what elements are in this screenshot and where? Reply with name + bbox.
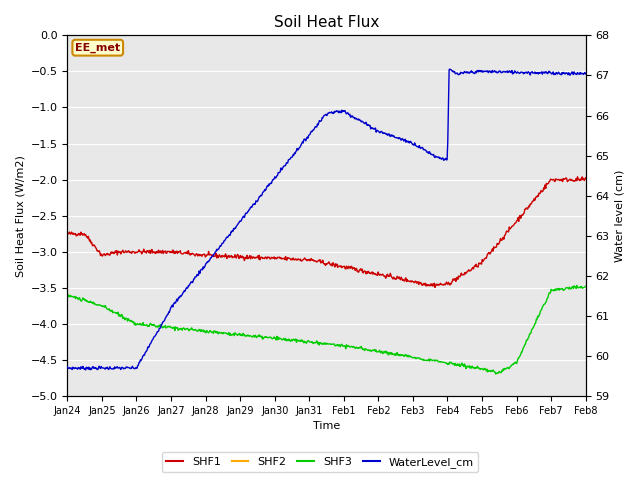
Title: Soil Heat Flux: Soil Heat Flux	[274, 15, 379, 30]
X-axis label: Time: Time	[313, 421, 340, 432]
Legend: SHF1, SHF2, SHF3, WaterLevel_cm: SHF1, SHF2, SHF3, WaterLevel_cm	[162, 452, 478, 472]
Y-axis label: Water level (cm): Water level (cm)	[615, 169, 625, 262]
Text: EE_met: EE_met	[75, 43, 120, 53]
Y-axis label: Soil Heat Flux (W/m2): Soil Heat Flux (W/m2)	[15, 155, 25, 276]
